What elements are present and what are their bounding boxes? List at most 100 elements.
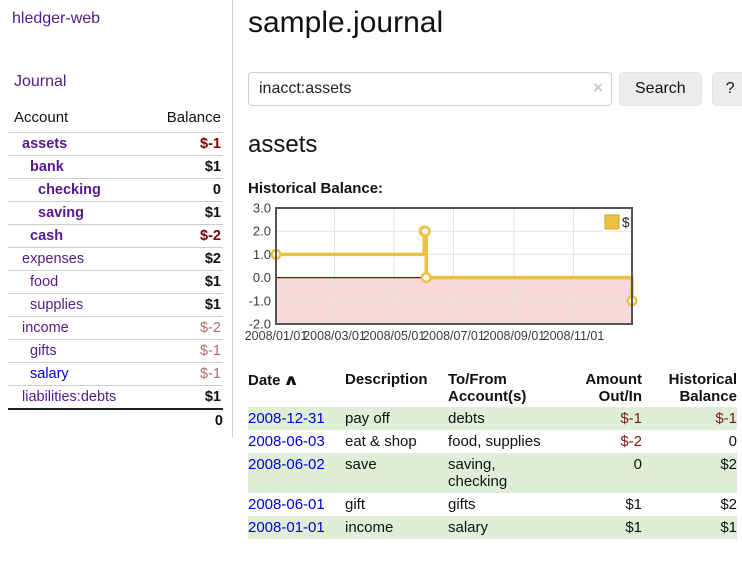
search-form: × Search ? <box>248 72 742 106</box>
transaction-description: income <box>345 519 394 536</box>
account-row: income $-2 <box>8 316 223 340</box>
help-button[interactable]: ? <box>711 72 742 106</box>
account-balance: $-1 <box>144 339 223 363</box>
transaction-balance: $2 <box>720 456 737 473</box>
account-row: checking 0 <box>8 178 223 202</box>
transaction-amount: $1 <box>625 519 642 536</box>
account-row: gifts $-1 <box>8 339 223 363</box>
balance-column-header: Historical Balance <box>668 371 737 405</box>
account-balance: $2 <box>144 247 223 271</box>
search-input[interactable] <box>248 72 612 106</box>
account-balance: $1 <box>144 155 223 179</box>
sidebar-account-link[interactable]: income <box>22 320 69 336</box>
account-balance: 0 <box>144 178 223 202</box>
register-row: 2008-12-31 pay off debts $-1 $-1 <box>248 407 737 430</box>
transaction-date-link[interactable]: 2008-12-31 <box>248 410 325 427</box>
account-balance: $1 <box>144 293 223 317</box>
transaction-balance: $-1 <box>715 410 737 427</box>
sort-ascending-icon: ∧ <box>282 372 299 389</box>
page: hledger-web Journal Account Balance asse… <box>0 0 742 539</box>
main-content: sample.journal × Search ? assets Histori… <box>233 0 742 539</box>
account-balance: $-1 <box>144 132 223 156</box>
transaction-description: save <box>345 456 377 473</box>
accounts-column-header: Account <box>14 109 69 126</box>
account-row: liabilities:debts $1 <box>8 385 223 409</box>
sidebar-account-link[interactable]: cash <box>30 228 64 244</box>
sidebar-account-link[interactable]: food <box>30 274 59 290</box>
transaction-balance: $1 <box>720 519 737 536</box>
svg-text:-2.0: -2.0 <box>249 317 271 332</box>
transaction-accounts: debts <box>448 410 485 427</box>
date-column-header[interactable]: Date ∧ <box>248 372 299 389</box>
svg-text:0.0: 0.0 <box>253 270 271 285</box>
sidebar-account-link[interactable]: saving <box>38 205 84 221</box>
account-rows: assets $-1 bank $1 checking 0 saving $1 … <box>8 132 223 409</box>
account-balance: $1 <box>144 385 223 409</box>
svg-text:2008/05/01: 2008/05/01 <box>363 329 426 343</box>
account-row: salary $-1 <box>8 362 223 386</box>
sidebar-account-link[interactable]: supplies <box>30 297 84 313</box>
transaction-accounts: salary <box>448 519 489 536</box>
transaction-amount: $-2 <box>620 433 642 450</box>
svg-text:-1.0: -1.0 <box>249 293 271 308</box>
sidebar-account-link[interactable]: salary <box>30 366 69 382</box>
app-title-link[interactable]: hledger-web <box>12 10 101 27</box>
description-column-header: Description <box>345 371 428 388</box>
register-row: 2008-06-02 save saving, checking 0 $2 <box>248 453 737 493</box>
chart-label: Historical Balance: <box>248 180 384 197</box>
sidebar-account-link[interactable]: checking <box>38 182 101 198</box>
svg-text:2008/01/01: 2008/01/01 <box>245 329 308 343</box>
register-row: 2008-01-01 income salary $1 $1 <box>248 516 737 539</box>
sidebar: hledger-web Journal Account Balance asse… <box>0 0 233 438</box>
transaction-balance: 0 <box>728 433 737 450</box>
accounts-balance-table: Account Balance assets $-1 bank $1 check… <box>8 106 223 432</box>
account-row: saving $1 <box>8 201 223 225</box>
transaction-accounts: saving, checking <box>448 456 508 490</box>
transaction-date-link[interactable]: 2008-06-03 <box>248 433 325 450</box>
account-balance: $-2 <box>144 316 223 340</box>
transaction-amount: 0 <box>633 456 642 473</box>
balance-column-header: Balance <box>166 109 221 126</box>
account-row: expenses $2 <box>8 247 223 271</box>
transaction-balance: $2 <box>720 496 737 513</box>
account-row: supplies $1 <box>8 293 223 317</box>
amount-column-header: Amount Out/In <box>585 371 642 405</box>
search-box: × <box>248 72 612 106</box>
transaction-description: pay off <box>345 410 390 427</box>
svg-text:2008/07/01: 2008/07/01 <box>422 329 485 343</box>
svg-text:$: $ <box>622 215 630 230</box>
account-balance: $-2 <box>144 224 223 248</box>
sidebar-item-journal[interactable]: Journal <box>14 73 67 90</box>
sidebar-account-link[interactable]: expenses <box>22 251 85 267</box>
svg-text:2008/11/01: 2008/11/01 <box>543 329 605 343</box>
sidebar-account-link[interactable]: assets <box>22 136 68 152</box>
transaction-date-link[interactable]: 2008-01-01 <box>248 519 325 536</box>
page-title: sample.journal <box>248 6 444 39</box>
svg-text:2008/09/01: 2008/09/01 <box>483 329 546 343</box>
svg-text:1.0: 1.0 <box>253 247 271 262</box>
transaction-amount: $-1 <box>620 410 642 427</box>
register-row: 2008-06-01 gift gifts $1 $2 <box>248 493 737 516</box>
account-balance: $1 <box>144 201 223 225</box>
transaction-date-link[interactable]: 2008-06-02 <box>248 456 325 473</box>
search-button[interactable]: Search <box>619 72 702 106</box>
clear-search-icon[interactable]: × <box>593 78 603 97</box>
svg-text:2.0: 2.0 <box>253 224 271 239</box>
sidebar-account-link[interactable]: bank <box>30 159 64 175</box>
account-page-title: assets <box>248 131 318 158</box>
account-row: assets $-1 <box>8 132 223 156</box>
accounts-total-value: 0 <box>144 408 223 432</box>
account-balance: $-1 <box>144 362 223 386</box>
svg-text:3.0: 3.0 <box>253 201 271 216</box>
sidebar-account-link[interactable]: gifts <box>30 343 57 359</box>
account-row: bank $1 <box>8 155 223 179</box>
sidebar-account-link[interactable]: liabilities:debts <box>22 389 117 405</box>
account-balance: $1 <box>144 270 223 294</box>
register-rows: 2008-12-31 pay off debts $-1 $-1 2008-06… <box>248 407 737 539</box>
transaction-date-link[interactable]: 2008-06-01 <box>248 496 325 513</box>
historical-balance-chart: 3.0 2.0 1.0 0.0 -1.0 -2.0 2008/01/01 2008/03/01… <box>245 201 742 352</box>
transaction-accounts: food, supplies <box>448 433 541 450</box>
accounts-total-row: 0 <box>8 408 223 432</box>
tofrom-column-header: To/From Account(s) <box>448 371 527 405</box>
transaction-accounts: gifts <box>448 496 476 513</box>
